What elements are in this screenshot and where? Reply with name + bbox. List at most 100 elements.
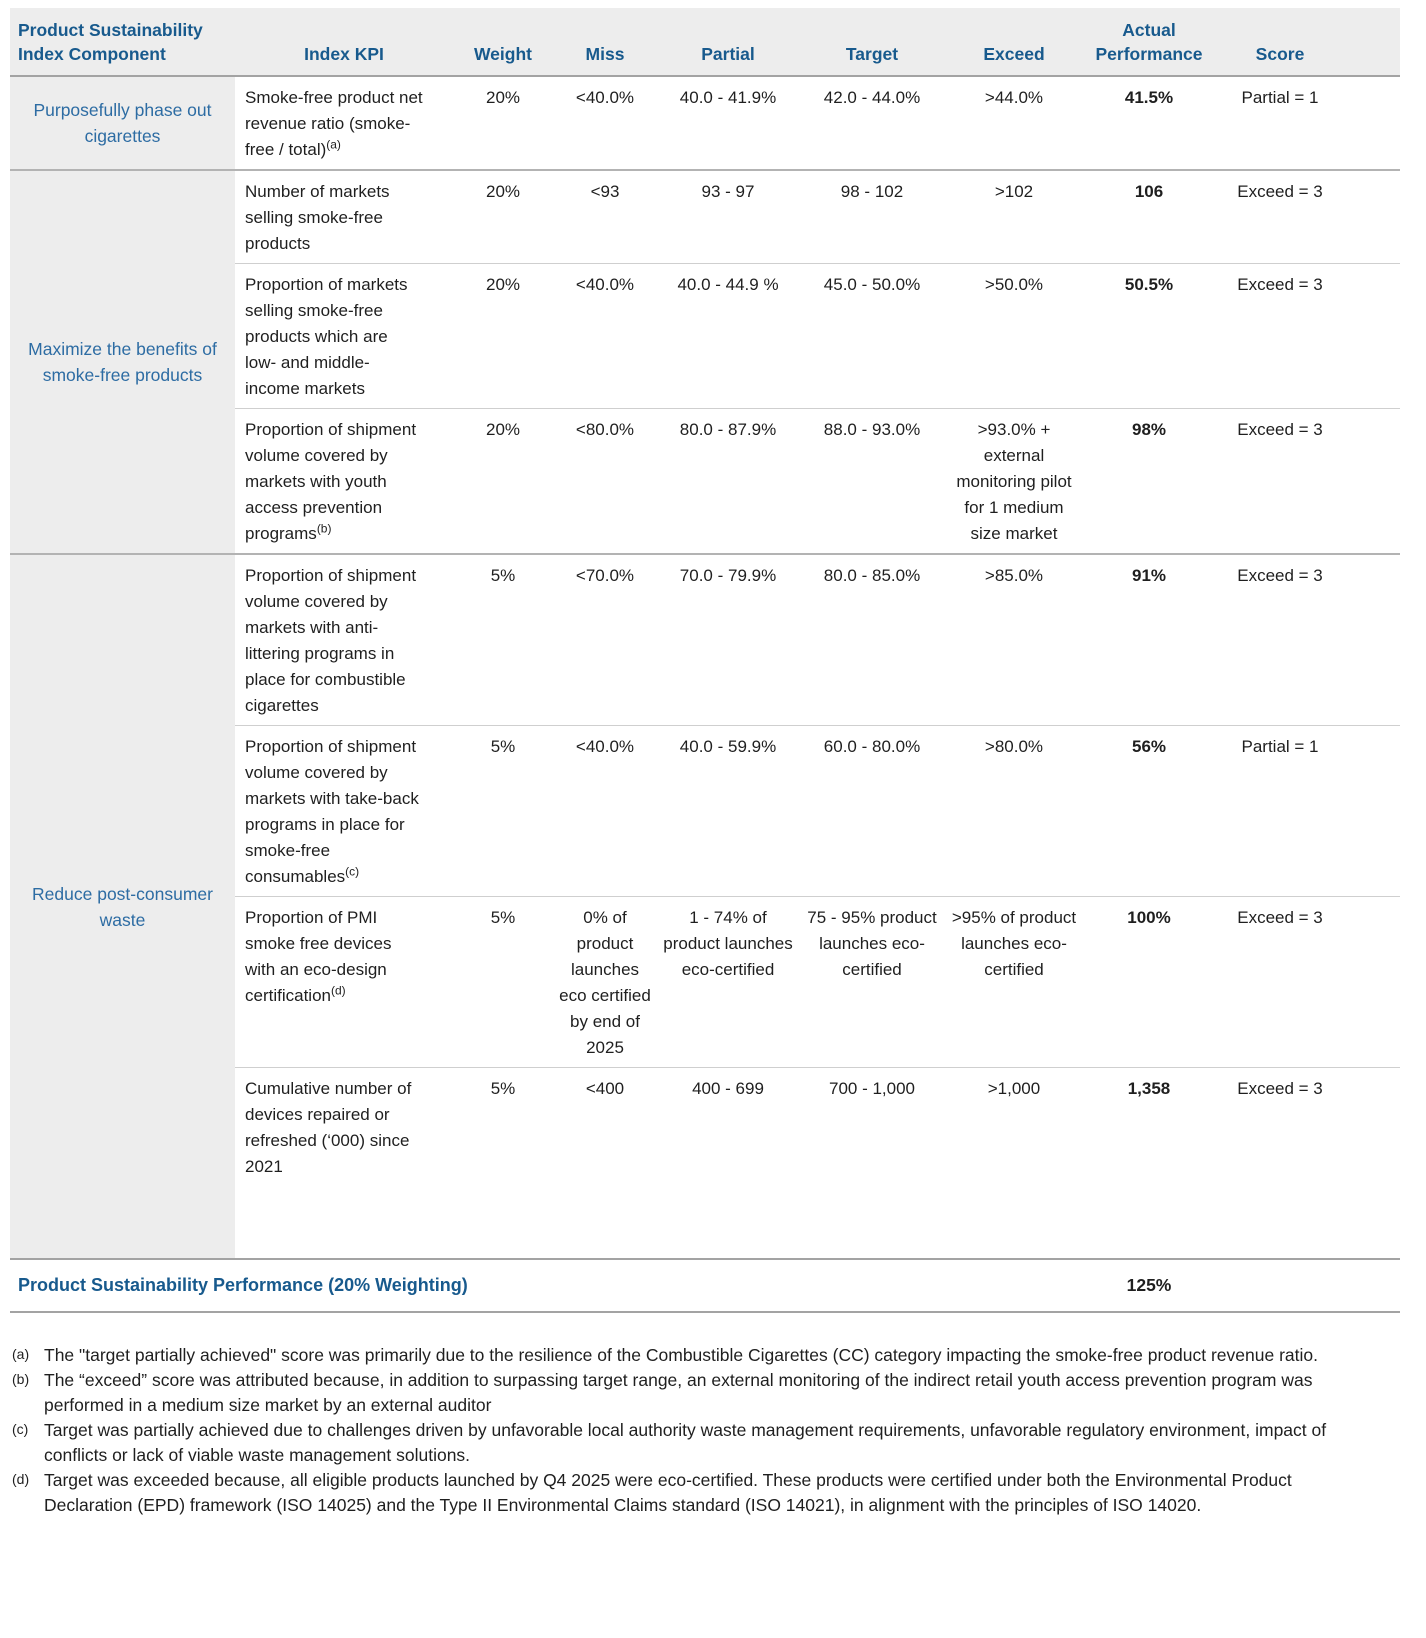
table-row: Proportion of shipment volume covered by… [10,408,1400,554]
table-row: Purposefully phase out cigarettes Smoke-… [10,76,1400,170]
partial-cell: 400 - 699 [657,1067,799,1258]
kpi-cell: Cumulative number of devices repaired or… [235,1067,453,1258]
table-row: Cumulative number of devices repaired or… [10,1067,1400,1258]
actual-performance-cell: 56% [1083,725,1215,897]
kpi-text: Cumulative number of devices repaired or… [245,1079,412,1176]
actual-performance-cell: 1,358 [1083,1067,1215,1258]
footnote-b: (b) The “exceed” score was attributed be… [12,1368,1364,1418]
partial-cell: 1 - 74% of product launches eco-certifie… [657,896,799,1068]
footnote-text: Target was exceeded because, all eligibl… [44,1470,1292,1515]
footnote-marker: (c) [12,1421,29,1437]
exceed-cell: >80.0% [945,725,1083,897]
partial-cell: 40.0 - 41.9% [679,88,777,107]
target-cell: 700 - 1,000 [799,1067,945,1258]
footnote-text: The "target partially achieved" score wa… [44,1345,1318,1365]
weight-cell: 20% [453,263,553,409]
exceed-cell: >1,000 [945,1067,1083,1258]
partial-cell: 80.0 - 87.9% [657,408,799,554]
miss-cell: <400 [553,1067,657,1258]
col-header-target: Target [799,8,945,77]
score-cell: Exceed = 3 [1215,1067,1400,1258]
weight-cell: 5% [453,553,553,726]
weight-cell: 5% [453,725,553,897]
page: Product Sustainability Index Component I… [10,8,1410,1518]
col-header-partial: Partial [657,8,799,77]
score-cell: Exceed = 3 [1215,169,1400,264]
footnote-text: The “exceed” score was attributed becaus… [44,1370,1313,1415]
component-cell-reduce-waste: Reduce post-consumer waste [10,553,235,1258]
score-cell: Exceed = 3 [1215,263,1400,409]
target-cell: 75 - 95% product launches eco-certified [799,896,945,1068]
table-row: Proportion of PMI smoke free devices wit… [10,896,1400,1068]
target-cell: 60.0 - 80.0% [799,725,945,897]
target-cell: 88.0 - 93.0% [799,408,945,554]
kpi-cell: Proportion of PMI smoke free devices wit… [235,896,453,1068]
footnote-marker: (b) [12,1371,30,1387]
score-cell: Exceed = 3 [1215,408,1400,554]
kpi-text: Proportion of markets selling smoke-free… [245,275,408,398]
target-cell: 42.0 - 44.0% [823,88,921,107]
target-cell: 80.0 - 85.0% [799,553,945,726]
actual-performance-cell: 91% [1083,553,1215,726]
kpi-text: Proportion of PMI smoke free devices wit… [245,908,392,1005]
table-row: Maximize the benefits of smoke-free prod… [10,169,1400,554]
sustainability-index-table: Product Sustainability Index Component I… [10,8,1400,1258]
score-cell: Exceed = 3 [1215,896,1400,1068]
header-row: Product Sustainability Index Component I… [10,8,1400,77]
miss-cell: <80.0% [553,408,657,554]
col-header-weight: Weight [453,8,553,77]
miss-cell: <40.0% [553,263,657,409]
score-cell: Partial = 1 [1215,725,1400,897]
exceed-cell: >95% of product launches eco-certified [945,896,1083,1068]
kpi-text: Proportion of shipment volume covered by… [245,737,419,886]
col-header-kpi: Index KPI [235,8,453,77]
actual-performance-cell: 100% [1083,896,1215,1068]
weight-cell: 5% [453,896,553,1068]
performance-summary-value: 125% [1126,1275,1172,1295]
partial-cell: 70.0 - 79.9% [657,553,799,726]
target-cell: 45.0 - 50.0% [799,263,945,409]
actual-performance-cell: 106 [1083,169,1215,264]
col-header-miss: Miss [553,8,657,77]
kpi-cell: Proportion of shipment volume covered by… [235,408,453,554]
col-header-actual-performance: Actual Performance [1083,8,1215,77]
miss-cell: <40.0% [575,88,635,107]
kpi-cell: Number of markets selling smoke-free pro… [235,169,453,264]
footnote-ref-b: (b) [316,521,332,536]
actual-performance-cell: 98% [1083,408,1215,554]
col-header-score: Score [1215,8,1400,77]
footnote-marker: (a) [12,1346,30,1362]
table-row: Proportion of markets selling smoke-free… [10,263,1400,409]
kpi-cell: Proportion of shipment volume covered by… [235,725,453,897]
component-cell-maximize-smoke-free: Maximize the benefits of smoke-free prod… [10,169,235,554]
miss-cell: <93 [553,169,657,264]
target-cell: 98 - 102 [799,169,945,264]
miss-cell: <70.0% [553,553,657,726]
table-row: Proportion of shipment volume covered by… [10,725,1400,897]
footnote-ref-c: (c) [345,864,360,879]
kpi-cell: Proportion of markets selling smoke-free… [235,263,453,409]
kpi-cell: Proportion of shipment volume covered by… [235,553,453,726]
footnote-ref-a: (a) [326,137,341,152]
partial-cell: 40.0 - 44.9 % [657,263,799,409]
exceed-cell: >102 [945,169,1083,264]
kpi-cell: Smoke-free product net revenue ratio (sm… [235,76,453,170]
performance-summary-row: Product Sustainability Performance (20% … [10,1258,1400,1313]
footnote-c: (c) Target was partially achieved due to… [12,1418,1364,1468]
kpi-text: Proportion of shipment volume covered by… [245,566,417,715]
miss-cell: <40.0% [553,725,657,897]
footnote-text: Target was partially achieved due to cha… [44,1420,1327,1465]
weight-cell: 20% [485,88,521,107]
score-cell: Exceed = 3 [1215,553,1400,726]
weight-cell: 20% [453,408,553,554]
footnote-d: (d) Target was exceeded because, all eli… [12,1468,1364,1518]
footnotes: (a) The "target partially achieved" scor… [12,1343,1364,1518]
kpi-text: Proportion of shipment volume covered by… [245,420,417,543]
partial-cell: 93 - 97 [657,169,799,264]
col-header-component: Product Sustainability Index Component [10,8,235,77]
score-cell: Partial = 1 [1241,88,1319,107]
weight-cell: 5% [453,1067,553,1258]
actual-performance-cell: 50.5% [1083,263,1215,409]
exceed-cell: >93.0% + external monitoring pilot for 1… [945,408,1083,554]
kpi-text: Number of markets selling smoke-free pro… [245,182,390,253]
